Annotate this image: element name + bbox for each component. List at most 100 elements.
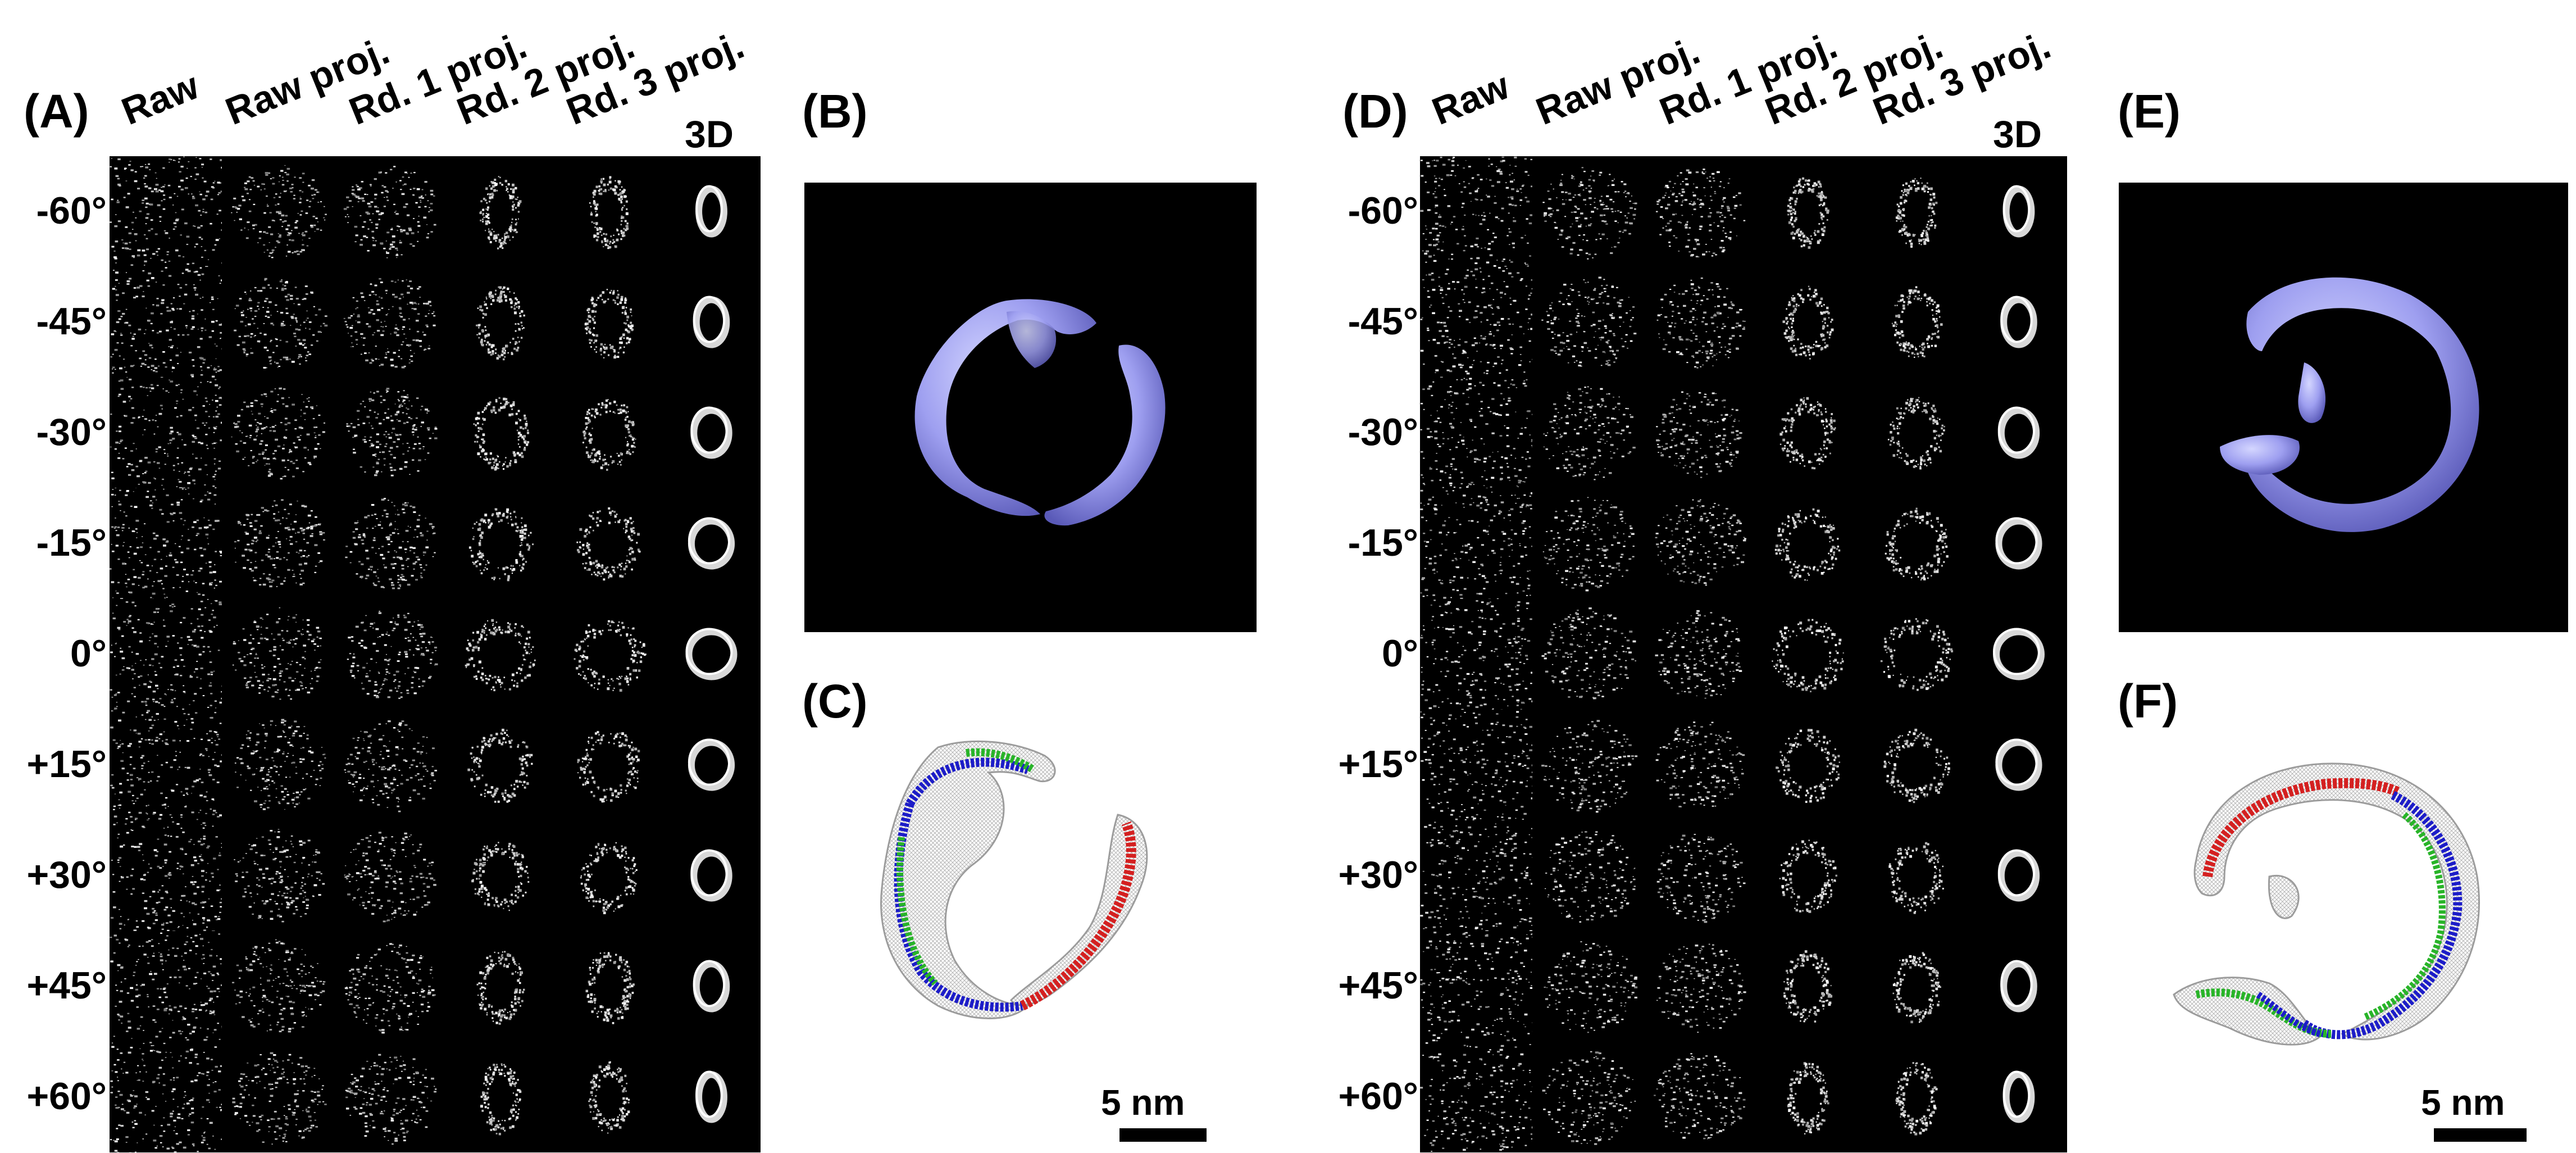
projection-cell (662, 267, 761, 378)
projection-cell (1532, 267, 1645, 378)
projection-cell (222, 1042, 334, 1152)
projection-cell (1420, 267, 1532, 378)
projection-cell (554, 267, 662, 378)
column-label: 3D (1993, 113, 2042, 156)
projection-cell (222, 820, 334, 931)
projection-cell (445, 488, 554, 599)
angle-label: +30° (1338, 854, 1418, 896)
projection-cell (554, 710, 662, 820)
projection-cell (1861, 1042, 1970, 1152)
projection-cell (554, 820, 662, 931)
angle-label: +30° (26, 854, 107, 896)
mesh-model-c (843, 725, 1191, 1073)
projection-cell (1861, 931, 1970, 1042)
projection-cell (1420, 1042, 1532, 1152)
projection-cell (662, 710, 761, 820)
projection-cell (1645, 599, 1753, 710)
projection-cell (1753, 820, 1861, 931)
angle-label: +45° (26, 964, 107, 1007)
projection-cell (222, 599, 334, 710)
projection-cell (1532, 156, 1645, 267)
projection-cell (662, 599, 761, 710)
projection-cell (554, 156, 662, 267)
projection-cell (110, 267, 222, 378)
projection-cell (1970, 599, 2067, 710)
angle-label: -45° (36, 300, 107, 343)
angle-label: +60° (26, 1075, 107, 1118)
projection-cell (334, 820, 445, 931)
projection-cell (1970, 267, 2067, 378)
scale-label-c: 5 nm (1101, 1082, 1185, 1123)
projection-cell (1420, 710, 1532, 820)
projection-cell (1420, 599, 1532, 710)
projection-cell (1532, 710, 1645, 820)
angle-label: -60° (36, 189, 107, 232)
panel-label-d: (D) (1342, 85, 1408, 138)
projection-cell (445, 1042, 554, 1152)
projection-cell (445, 710, 554, 820)
angle-label: -30° (36, 411, 107, 453)
angle-label: -15° (36, 521, 107, 564)
projection-cell (445, 378, 554, 488)
column-label: Raw (1426, 64, 1515, 134)
projection-cell (445, 156, 554, 267)
projection-cell (1645, 488, 1753, 599)
angle-label: +45° (1338, 964, 1418, 1007)
projection-cell (662, 378, 761, 488)
projection-cell (334, 378, 445, 488)
projection-cell (1420, 931, 1532, 1042)
density-map-e (2119, 183, 2568, 632)
scale-bar-c (1119, 1128, 1207, 1142)
scale-label-f: 5 nm (2421, 1082, 2505, 1123)
angle-label: +15° (26, 743, 107, 786)
projection-cell (1420, 378, 1532, 488)
scale-bar-f (2434, 1128, 2527, 1142)
projection-cell (222, 267, 334, 378)
projection-cell (1420, 488, 1532, 599)
projection-cell (222, 488, 334, 599)
projection-cell (1532, 599, 1645, 710)
projection-cell (1861, 820, 1970, 931)
angle-label: 0° (70, 632, 107, 675)
projection-cell (1532, 488, 1645, 599)
projection-cell (110, 931, 222, 1042)
projection-cell (1753, 378, 1861, 488)
projection-cell (1970, 710, 2067, 820)
projection-cell (1753, 931, 1861, 1042)
projection-cell (222, 931, 334, 1042)
projection-cell (1532, 378, 1645, 488)
projection-cell (1532, 1042, 1645, 1152)
projection-cell (1645, 820, 1753, 931)
projection-cell (1970, 378, 2067, 488)
projection-cell (445, 267, 554, 378)
angle-label: +60° (1338, 1075, 1418, 1118)
projection-cell (1645, 267, 1753, 378)
projection-cell (445, 820, 554, 931)
projection-cell (1645, 1042, 1753, 1152)
projection-cell (1970, 931, 2067, 1042)
projection-cell (662, 820, 761, 931)
projection-cell (1861, 156, 1970, 267)
projection-cell (554, 488, 662, 599)
angle-label: -60° (1348, 189, 1418, 232)
panel-label-b: (B) (802, 85, 868, 138)
projection-cell (110, 599, 222, 710)
projection-cell (662, 156, 761, 267)
projection-cell (1420, 156, 1532, 267)
projection-cell (1861, 599, 1970, 710)
projection-cell (662, 488, 761, 599)
projection-cell (334, 488, 445, 599)
panel-label-c: (C) (802, 675, 868, 728)
projection-cell (110, 488, 222, 599)
projection-cell (662, 931, 761, 1042)
projection-cell (662, 1042, 761, 1152)
projection-cell (1970, 156, 2067, 267)
projection-cell (334, 599, 445, 710)
angle-label: -15° (1348, 521, 1418, 564)
projection-cell (1861, 488, 1970, 599)
projection-cell (1532, 931, 1645, 1042)
panel-label-e: (E) (2118, 85, 2181, 138)
projection-cell (334, 931, 445, 1042)
panel-label-a: (A) (24, 85, 89, 138)
projection-cell (554, 599, 662, 710)
